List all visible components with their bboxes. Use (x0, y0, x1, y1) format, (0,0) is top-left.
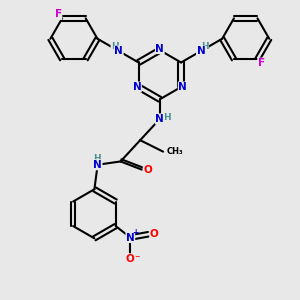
Text: H: H (93, 154, 101, 163)
Text: F: F (258, 58, 265, 68)
Text: ⁻: ⁻ (134, 254, 140, 264)
Text: N: N (133, 82, 141, 92)
Text: H: H (163, 113, 171, 122)
Text: H: H (111, 42, 118, 51)
Text: N: N (196, 46, 205, 56)
Text: N: N (126, 232, 135, 242)
Text: H: H (201, 42, 208, 51)
Text: N: N (155, 114, 164, 124)
Text: O: O (143, 165, 152, 175)
Text: N: N (178, 82, 187, 92)
Text: F: F (55, 9, 62, 20)
Text: N: N (93, 160, 102, 170)
Text: CH₃: CH₃ (167, 147, 184, 156)
Text: +: + (132, 228, 138, 237)
Text: N: N (114, 46, 123, 56)
Text: O: O (126, 254, 135, 264)
Text: O: O (150, 229, 159, 239)
Text: N: N (155, 44, 164, 54)
